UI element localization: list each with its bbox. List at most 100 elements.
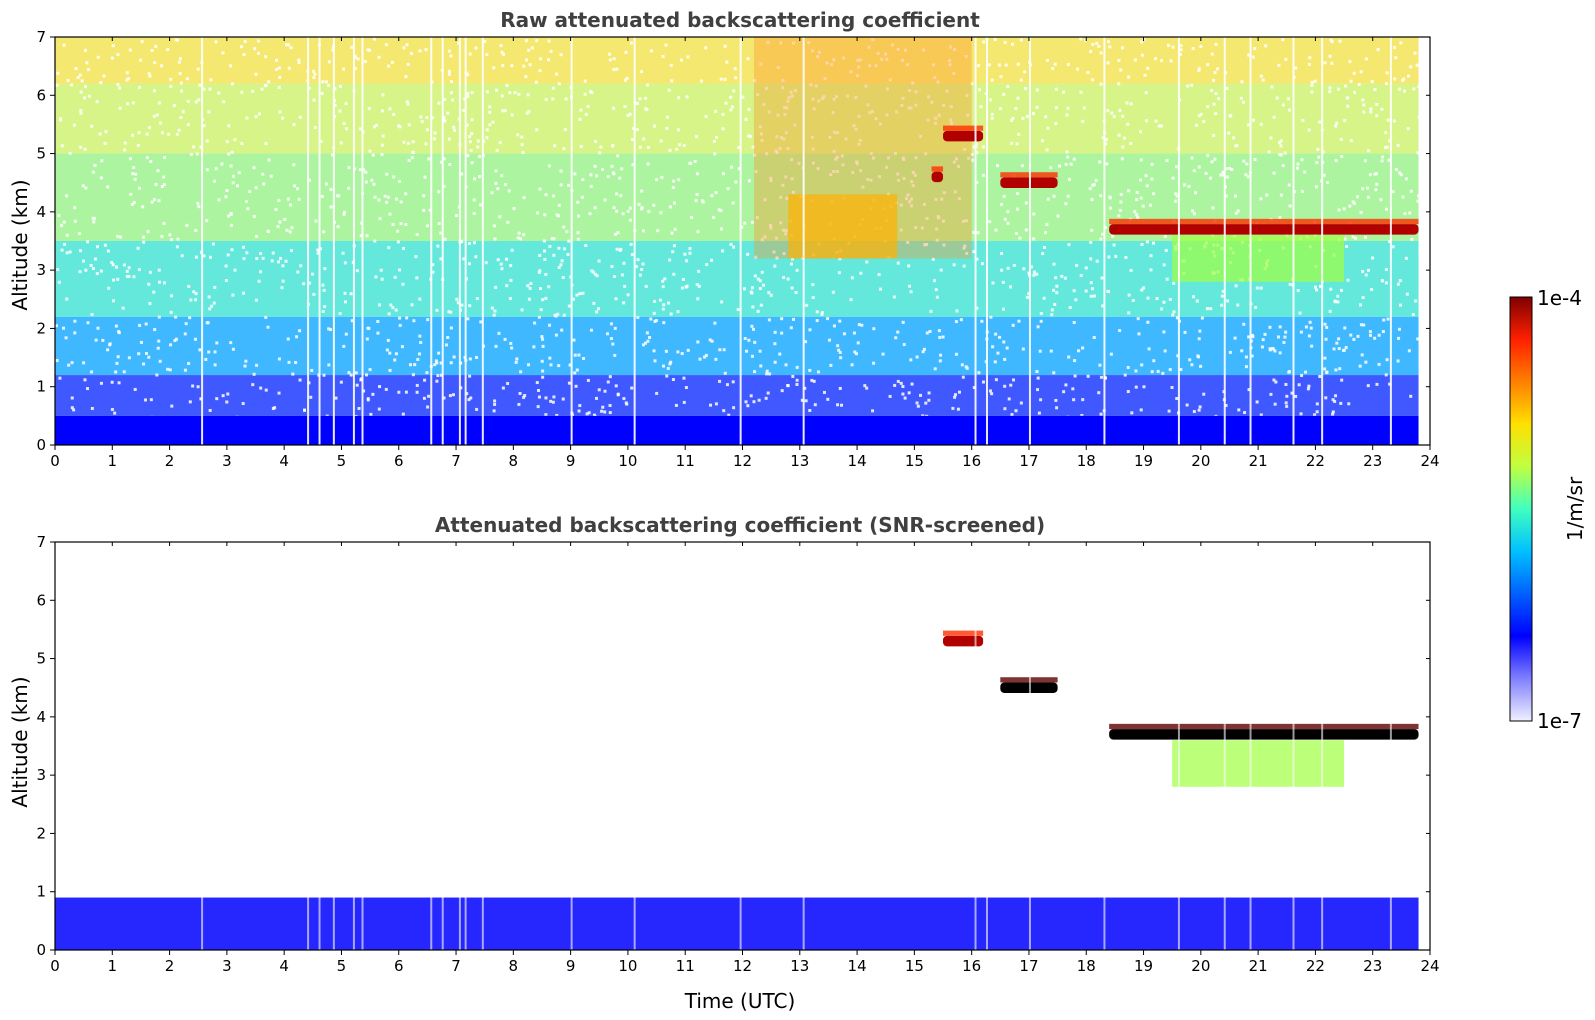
- feature-edge-3: [1000, 677, 1058, 683]
- feature-edge-3: [1000, 172, 1058, 178]
- x-tick-label: 24: [1420, 452, 1439, 470]
- x-tick-label: 11: [676, 957, 695, 975]
- x-tick-label: 12: [733, 452, 752, 470]
- background-band-1: [55, 316, 1419, 376]
- y-tick-label: 3: [36, 261, 46, 279]
- colorbar-unit-label: 1/m/sr: [1563, 476, 1587, 541]
- x-tick-label: 18: [1077, 957, 1096, 975]
- background-band-0: [55, 375, 1419, 416]
- y-tick-label: 5: [36, 650, 46, 668]
- x-tick-label: 0: [50, 452, 60, 470]
- x-tick-label: 22: [1306, 452, 1325, 470]
- x-tick-label: 6: [394, 452, 404, 470]
- x-tick-label: 15: [905, 452, 924, 470]
- feature-boundary-layer-0: [55, 415, 1419, 445]
- x-tick-label: 5: [337, 452, 347, 470]
- feature-cloud-patch-3: [1000, 682, 1058, 693]
- x-tick-label: 10: [618, 957, 637, 975]
- feature-cloud-patch-2: [943, 130, 984, 142]
- bottom-panel-title: Attenuated backscattering coefficient (S…: [435, 513, 1045, 537]
- x-tick-label: 15: [905, 957, 924, 975]
- feature-edge-2: [943, 630, 984, 636]
- y-tick-label: 2: [36, 319, 46, 337]
- x-tick-label: 13: [790, 957, 809, 975]
- data-gaps: [201, 37, 1392, 445]
- y-tick-label: 0: [36, 436, 46, 454]
- x-tick-label: 16: [962, 957, 981, 975]
- y-tick-label: 1: [36, 883, 46, 901]
- y-tick-label: 4: [36, 203, 46, 221]
- colorbar: 1e-4 1e-7 1/m/sr: [1509, 286, 1587, 733]
- x-tick-label: 4: [279, 452, 289, 470]
- feature-virga-5: [1172, 235, 1345, 282]
- feature-edge-1: [1109, 218, 1419, 225]
- y-tick-label: 1: [36, 378, 46, 396]
- x-tick-label: 11: [676, 452, 695, 470]
- x-tick-label: 23: [1363, 452, 1382, 470]
- top-panel-title: Raw attenuated backscattering coefficien…: [500, 8, 980, 32]
- colorbar-gradient: [1509, 296, 1533, 722]
- x-tick-label: 23: [1363, 957, 1382, 975]
- x-tick-label: 3: [222, 957, 232, 975]
- y-tick-label: 7: [36, 533, 46, 551]
- feature-edge-1: [1109, 723, 1419, 730]
- y-tick-label: 6: [36, 86, 46, 104]
- y-tick-label: 4: [36, 708, 46, 726]
- y-tick-label: 6: [36, 591, 46, 609]
- bottom-panel: Attenuated backscattering coefficient (S…: [8, 513, 1440, 1013]
- x-tick-label: 5: [337, 957, 347, 975]
- x-tick-label: 17: [1019, 452, 1038, 470]
- feature-cloud-patch-4: [931, 171, 944, 183]
- x-tick-label: 16: [962, 452, 981, 470]
- x-tick-label: 0: [50, 957, 60, 975]
- x-tick-label: 6: [394, 957, 404, 975]
- x-tick-label: 1: [108, 957, 118, 975]
- x-tick-label: 24: [1420, 957, 1439, 975]
- x-tick-label: 2: [165, 957, 175, 975]
- feature-cloud-patch-3: [1000, 177, 1058, 188]
- x-tick-label: 2: [165, 452, 175, 470]
- x-tick-label: 7: [451, 957, 461, 975]
- x-tick-label: 10: [618, 452, 637, 470]
- feature-virga-4: [1172, 740, 1345, 787]
- feature-cloud-layer-1: [1109, 729, 1419, 740]
- x-tick-label: 12: [733, 957, 752, 975]
- x-tick-label: 13: [790, 452, 809, 470]
- feature-cloud-layer-1: [1109, 224, 1419, 235]
- x-tick-label: 19: [1134, 957, 1153, 975]
- x-tick-label: 19: [1134, 452, 1153, 470]
- y-tick-label: 7: [36, 28, 46, 46]
- x-tick-label: 7: [451, 452, 461, 470]
- x-tick-label: 20: [1191, 452, 1210, 470]
- x-tick-label: 9: [566, 452, 576, 470]
- y-tick-label: 0: [36, 941, 46, 959]
- colorbar-min-label: 1e-7: [1537, 709, 1582, 733]
- x-tick-label: 21: [1249, 452, 1268, 470]
- colorbar-max-label: 1e-4: [1537, 286, 1582, 310]
- bottom-plot-area: [55, 542, 1419, 950]
- bottom-panel-x-axis-label: Time (UTC): [684, 989, 796, 1013]
- top-panel-y-axis-label: Altitude (km): [8, 179, 32, 310]
- x-tick-label: 3: [222, 452, 232, 470]
- data-gaps: [201, 542, 1392, 950]
- feature-edge-2: [943, 125, 984, 131]
- x-tick-label: 8: [509, 957, 519, 975]
- x-tick-label: 8: [509, 452, 519, 470]
- x-tick-label: 14: [848, 452, 867, 470]
- top-panel: Raw attenuated backscattering coefficien…: [8, 8, 1440, 470]
- top-axes: 0 1 2 3 4 5 6 7 8 9 10 11 12 13 14 15 16 17 18 19 20 21 22 23 24…: [36, 28, 1439, 470]
- feature-cloud-patch-2: [943, 635, 984, 647]
- x-tick-label: 21: [1249, 957, 1268, 975]
- feature-elevated-aerosol-6: [788, 194, 898, 259]
- x-tick-label: 1: [108, 452, 118, 470]
- x-tick-label: 14: [848, 957, 867, 975]
- bottom-axes: 0 1 2 3 4 5 6 7 8 9 10 11 12 13 14 15 16 17 18 19 20 21 22 23 24…: [36, 533, 1439, 975]
- x-tick-label: 4: [279, 957, 289, 975]
- x-tick-label: 18: [1077, 452, 1096, 470]
- background-band-4: [55, 83, 1419, 154]
- top-plot-area: [55, 37, 1422, 445]
- feature-boundary-layer-0: [55, 897, 1419, 950]
- bottom-panel-y-axis-label: Altitude (km): [8, 676, 32, 807]
- y-tick-label: 5: [36, 145, 46, 163]
